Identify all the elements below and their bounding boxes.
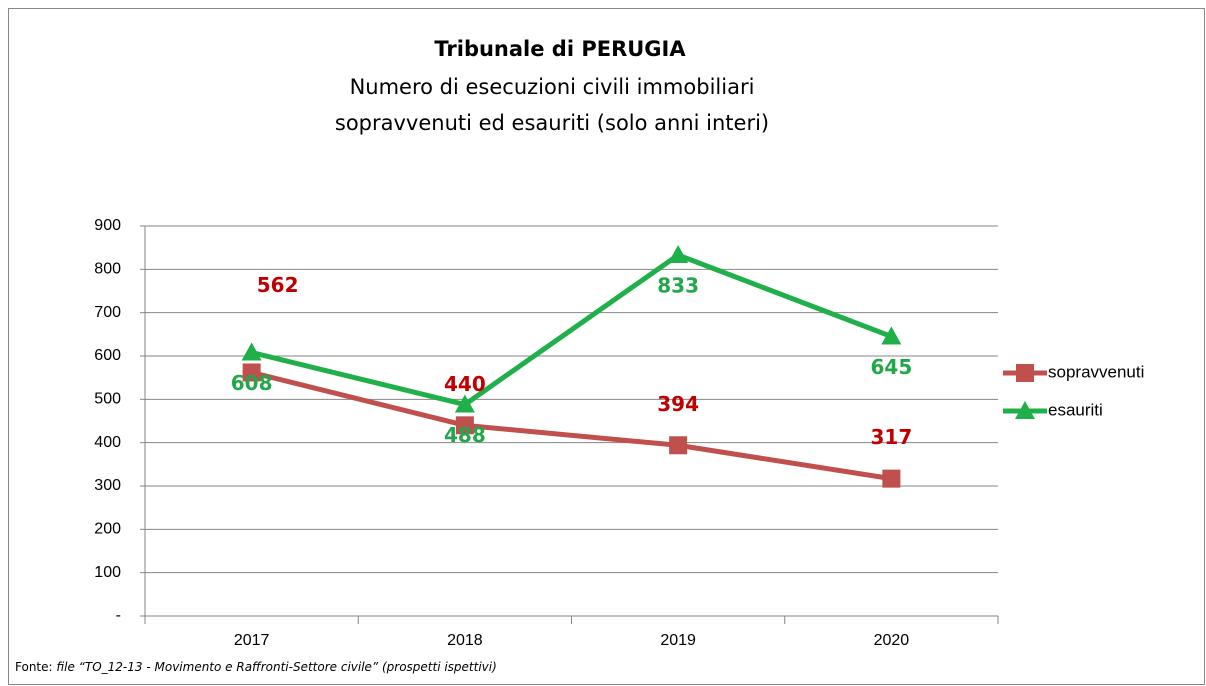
y-tick-label: 500 xyxy=(94,391,121,408)
legend-label: sopravvenuti xyxy=(1048,362,1144,381)
legend-label: esauriti xyxy=(1048,400,1103,419)
legend-item: esauriti xyxy=(1003,400,1103,419)
chart-border xyxy=(8,8,1205,685)
data-label: 645 xyxy=(871,355,913,379)
chart-subtitle: sopravvenuti ed esauriti (solo anni inte… xyxy=(335,111,769,135)
source: Fonte: file “TO_12-13 - Movimento e Raff… xyxy=(15,660,497,674)
y-tick-label: 600 xyxy=(94,347,121,364)
marker xyxy=(669,436,688,455)
y-tick-label: 700 xyxy=(94,304,121,321)
y-tick-label: 200 xyxy=(94,521,121,538)
source-label: Fonte: xyxy=(15,660,53,674)
marker xyxy=(881,326,902,345)
marker xyxy=(1016,364,1034,382)
x-tick-label: 2017 xyxy=(234,632,270,649)
marker xyxy=(454,394,475,413)
data-label: 488 xyxy=(444,423,486,447)
y-tick-label: 100 xyxy=(94,564,121,581)
y-tick-label: 300 xyxy=(94,477,121,494)
marker xyxy=(1015,401,1035,419)
legend-item: sopravvenuti xyxy=(1003,362,1144,382)
series-line xyxy=(251,252,893,408)
marker xyxy=(668,245,689,264)
data-label: 562 xyxy=(257,273,299,297)
x-tick-label: 2018 xyxy=(447,632,483,649)
marker xyxy=(241,342,262,361)
source-text: file “TO_12-13 - Movimento e Raffronti-S… xyxy=(56,660,496,674)
data-label: 394 xyxy=(657,392,699,416)
chart-subtitle: Numero di esecuzioni civili immobiliari xyxy=(350,75,755,99)
data-label: 608 xyxy=(231,371,273,395)
data-label: 317 xyxy=(871,425,913,449)
marker xyxy=(882,469,901,488)
chart-title: Tribunale di PERUGIA xyxy=(434,37,686,61)
x-tick-label: 2019 xyxy=(660,632,696,649)
x-tick-label: 2020 xyxy=(874,632,910,649)
y-tick-label: 900 xyxy=(94,217,121,234)
y-tick-label: 400 xyxy=(94,434,121,451)
series-line xyxy=(251,370,892,482)
data-label: 833 xyxy=(657,274,699,298)
marker xyxy=(242,363,261,382)
data-label: 440 xyxy=(444,372,486,396)
y-tick-label: - xyxy=(116,607,121,624)
y-tick-label: 800 xyxy=(94,261,121,278)
marker xyxy=(455,416,474,435)
